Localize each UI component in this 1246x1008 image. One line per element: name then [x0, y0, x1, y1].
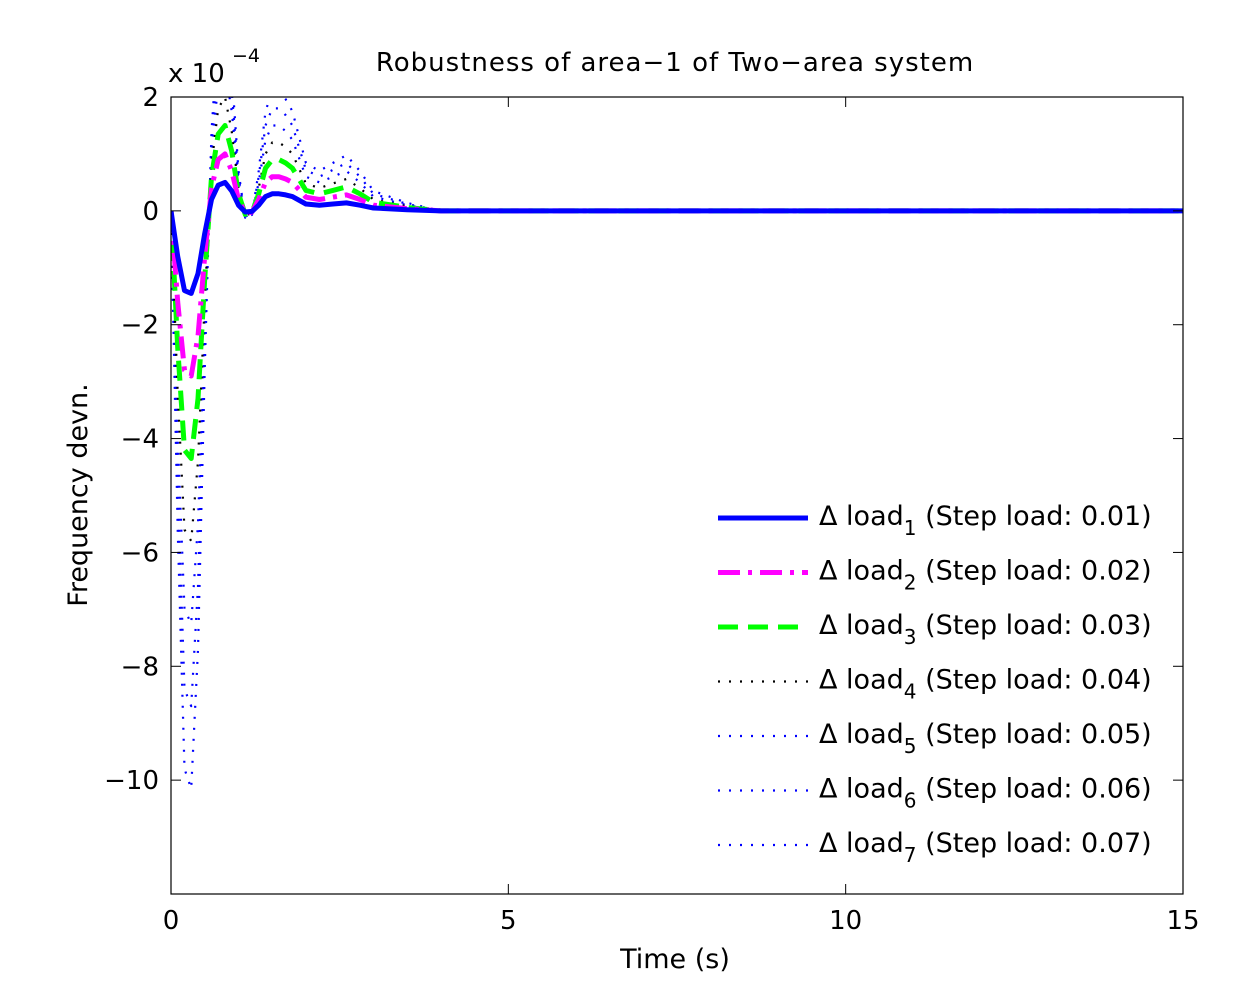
legend-item-7: Δ load7 (Step load: 0.07)	[718, 828, 1152, 867]
legend-item-3: Δ load3 (Step load: 0.03)	[718, 610, 1152, 649]
legend-item-2: Δ load2 (Step load: 0.02)	[718, 556, 1152, 595]
y-tick-label: 2	[142, 83, 159, 113]
y-axis: 2 0 −2 −4 −6 −8 −10	[104, 83, 1183, 796]
legend: Δ load1 (Step load: 0.01) Δ load2 (Step l…	[718, 501, 1152, 867]
legend-label: Δ load3 (Step load: 0.03)	[819, 610, 1152, 649]
y-tick-label: −10	[104, 766, 159, 796]
series-line-7	[171, 97, 1183, 790]
series-line-6	[171, 97, 1183, 708]
series-line-4	[171, 97, 1183, 543]
y-tick-label: −6	[121, 538, 159, 568]
legend-label: Δ load4 (Step load: 0.04)	[819, 665, 1152, 704]
plot-frame	[170, 96, 1184, 895]
series-line-5	[171, 97, 1183, 625]
legend-label: Δ load5 (Step load: 0.05)	[819, 719, 1152, 758]
chart-title: Robustness of area−1 of Two−area system	[376, 48, 974, 78]
legend-item-4: Δ load4 (Step load: 0.04)	[718, 665, 1152, 704]
y-multiplier: x 10 −4	[168, 45, 260, 89]
y-tick-label: −4	[121, 425, 159, 455]
x-axis-label: Time (s)	[619, 944, 730, 975]
x-tick-label: 0	[163, 906, 180, 936]
series-line-1	[171, 179, 1183, 296]
legend-item-1: Δ load1 (Step load: 0.01)	[718, 501, 1152, 540]
y-multiplier-exponent: −4	[232, 45, 260, 67]
legend-label: Δ load6 (Step load: 0.06)	[819, 774, 1152, 813]
legend-label: Δ load7 (Step load: 0.07)	[819, 828, 1152, 867]
x-axis: 0 5 10 15	[163, 97, 1200, 936]
x-tick-label: 5	[500, 906, 517, 936]
series-line-3	[171, 123, 1183, 461]
legend-item-6: Δ load6 (Step load: 0.06)	[718, 774, 1152, 813]
legend-label: Δ load1 (Step load: 0.01)	[819, 501, 1152, 540]
legend-item-5: Δ load5 (Step load: 0.05)	[718, 719, 1152, 758]
x-tick-label: 10	[829, 906, 862, 936]
y-tick-label: 0	[142, 197, 159, 227]
y-multiplier-base: x 10	[168, 59, 225, 89]
y-axis-label: Frequency devn.	[63, 383, 94, 607]
plot-area	[171, 97, 1183, 894]
series-layer	[171, 97, 1183, 790]
x-tick-label: 15	[1166, 906, 1199, 936]
legend-label: Δ load2 (Step load: 0.02)	[819, 556, 1152, 595]
series-line-2	[171, 151, 1183, 379]
y-tick-label: −2	[121, 311, 159, 341]
y-tick-label: −8	[121, 652, 159, 682]
